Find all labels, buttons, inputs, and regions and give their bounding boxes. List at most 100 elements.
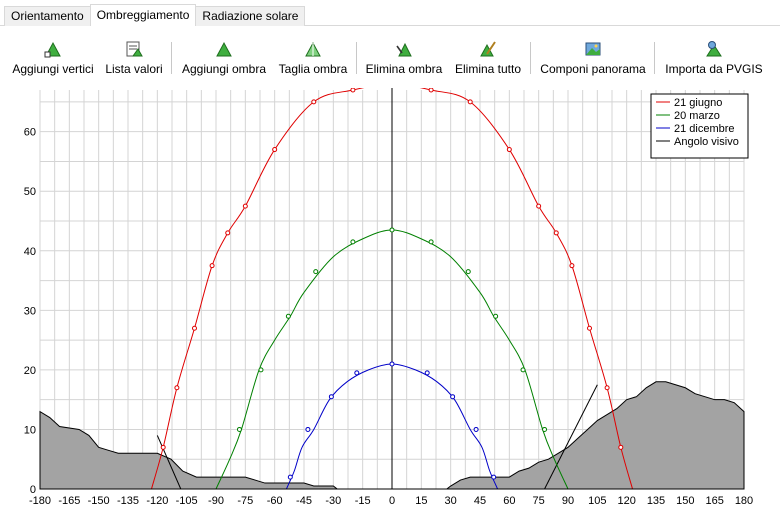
series-point-2 xyxy=(305,426,311,432)
delete-all-button[interactable]: Elimina tutto xyxy=(452,36,524,80)
import-pvgis-label: Importa da PVGIS xyxy=(665,62,763,76)
series-point-0 xyxy=(604,385,610,391)
delete-shadow-icon xyxy=(394,39,414,59)
add-shadow-button[interactable]: Aggiungi ombra xyxy=(180,36,268,80)
legend-label: Angolo visivo xyxy=(674,136,739,148)
series-point-0 xyxy=(160,444,166,450)
x-tick-label: -120 xyxy=(146,495,168,507)
series-point-0 xyxy=(428,88,434,93)
series-point-0 xyxy=(553,230,559,236)
legend-label: 21 dicembre xyxy=(674,123,735,135)
series-point-2 xyxy=(473,426,479,432)
horizon-shadow-area[interactable] xyxy=(39,381,745,490)
tab-radiazione-solare[interactable]: Radiazione solare xyxy=(195,6,306,26)
tab-orientamento[interactable]: Orientamento xyxy=(4,6,91,26)
series-point-0 xyxy=(225,230,231,236)
y-tick-label: 30 xyxy=(24,305,36,317)
series-point-1 xyxy=(389,227,395,233)
shading-chart[interactable]: -180 -165 -150 -135 -120 -105 -90 -75 -60 -45 -30-… xyxy=(0,88,780,510)
series-point-2 xyxy=(354,370,360,376)
x-tick-label: 90 xyxy=(562,495,574,507)
x-tick-label: 30 xyxy=(445,495,457,507)
series-point-2 xyxy=(287,474,293,480)
x-tick-label: 165 xyxy=(705,495,723,507)
series-point-1 xyxy=(285,313,291,319)
x-tick-label: -45 xyxy=(296,495,312,507)
x-tick-label: 60 xyxy=(503,495,515,507)
series-point-0 xyxy=(569,263,575,269)
legend-label: 21 giugno xyxy=(674,97,722,109)
series-point-0 xyxy=(174,385,180,391)
add-vertices-label: Aggiungi vertici xyxy=(12,62,94,76)
series-point-1 xyxy=(258,367,264,373)
x-tick-label: 105 xyxy=(588,495,606,507)
series-point-2 xyxy=(328,394,334,400)
y-tick-label: 10 xyxy=(24,424,36,436)
series-point-1 xyxy=(542,426,548,432)
series-point-0 xyxy=(191,325,197,331)
x-tick-label: -150 xyxy=(88,495,110,507)
series-point-1 xyxy=(236,426,242,432)
y-tick-label: 0 xyxy=(30,484,36,496)
series-point-0 xyxy=(350,88,356,93)
compose-panorama-label: Componi panorama xyxy=(540,62,646,76)
x-tick-label: 75 xyxy=(533,495,545,507)
series-point-1 xyxy=(493,313,499,319)
legend-label: 20 marzo xyxy=(674,110,720,122)
delete-shadow-label: Elimina ombra xyxy=(365,62,443,76)
x-tick-label: -30 xyxy=(325,495,341,507)
delete-all-label: Elimina tutto xyxy=(454,62,522,76)
toolbar-separator xyxy=(654,42,655,74)
x-tick-label: -75 xyxy=(237,495,253,507)
add-shadow-label: Aggiungi ombra xyxy=(181,62,267,76)
y-tick-label: 20 xyxy=(24,365,36,377)
series-point-0 xyxy=(209,263,215,269)
compose-panorama-button[interactable]: Componi panorama xyxy=(538,36,648,80)
tab-ombreggiamento[interactable]: Ombreggiamento xyxy=(89,4,197,26)
cut-shadow-label: Taglia ombra xyxy=(278,62,348,76)
series-point-1 xyxy=(520,367,526,373)
series-point-1 xyxy=(465,269,471,275)
add-vertices-button[interactable]: Aggiungi vertici xyxy=(10,36,96,80)
compose-panorama-icon xyxy=(583,39,603,59)
y-tick-label: 60 xyxy=(24,127,36,139)
toolbar-separator xyxy=(530,42,531,74)
series-point-0 xyxy=(618,444,624,450)
series-point-2 xyxy=(424,370,430,376)
series-point-0 xyxy=(467,99,473,105)
series-point-1 xyxy=(428,239,434,245)
cut-shadow-icon xyxy=(303,39,323,59)
series-point-0 xyxy=(587,325,593,331)
import-pvgis-icon xyxy=(704,39,724,59)
series-point-2 xyxy=(491,474,497,480)
series-point-0 xyxy=(311,99,317,105)
value-list-button[interactable]: Lista valori xyxy=(104,36,164,80)
series-point-2 xyxy=(389,361,395,367)
import-pvgis-button[interactable]: Importa da PVGIS xyxy=(664,36,764,80)
series-point-2 xyxy=(450,394,456,400)
series-point-1 xyxy=(350,239,356,245)
cut-shadow-button[interactable]: Taglia ombra xyxy=(278,36,348,80)
series-point-0 xyxy=(536,203,542,209)
delete-shadow-button[interactable]: Elimina ombra xyxy=(364,36,444,80)
x-tick-label: 120 xyxy=(617,495,635,507)
toolbar-separator xyxy=(356,42,357,74)
x-tick-label: -60 xyxy=(267,495,283,507)
x-tick-label: -165 xyxy=(58,495,80,507)
x-tick-label: 180 xyxy=(735,495,753,507)
x-tick-label: 150 xyxy=(676,495,694,507)
delete-all-icon xyxy=(478,39,498,59)
y-tick-label: 40 xyxy=(24,246,36,258)
x-tick-label: -105 xyxy=(176,495,198,507)
view-angle-line xyxy=(544,384,598,490)
add-shadow-icon xyxy=(214,39,234,59)
value-list-icon xyxy=(124,39,144,59)
add-vertices-icon xyxy=(43,39,63,59)
x-tick-label: 135 xyxy=(647,495,665,507)
toolbar: Aggiungi vertici Lista valori Aggiungi o… xyxy=(0,36,780,82)
x-tick-label: -90 xyxy=(208,495,224,507)
x-tick-label: -180 xyxy=(29,495,51,507)
x-tick-label: 0 xyxy=(389,495,395,507)
tab-strip-border xyxy=(0,25,780,26)
series-point-0 xyxy=(242,203,248,209)
